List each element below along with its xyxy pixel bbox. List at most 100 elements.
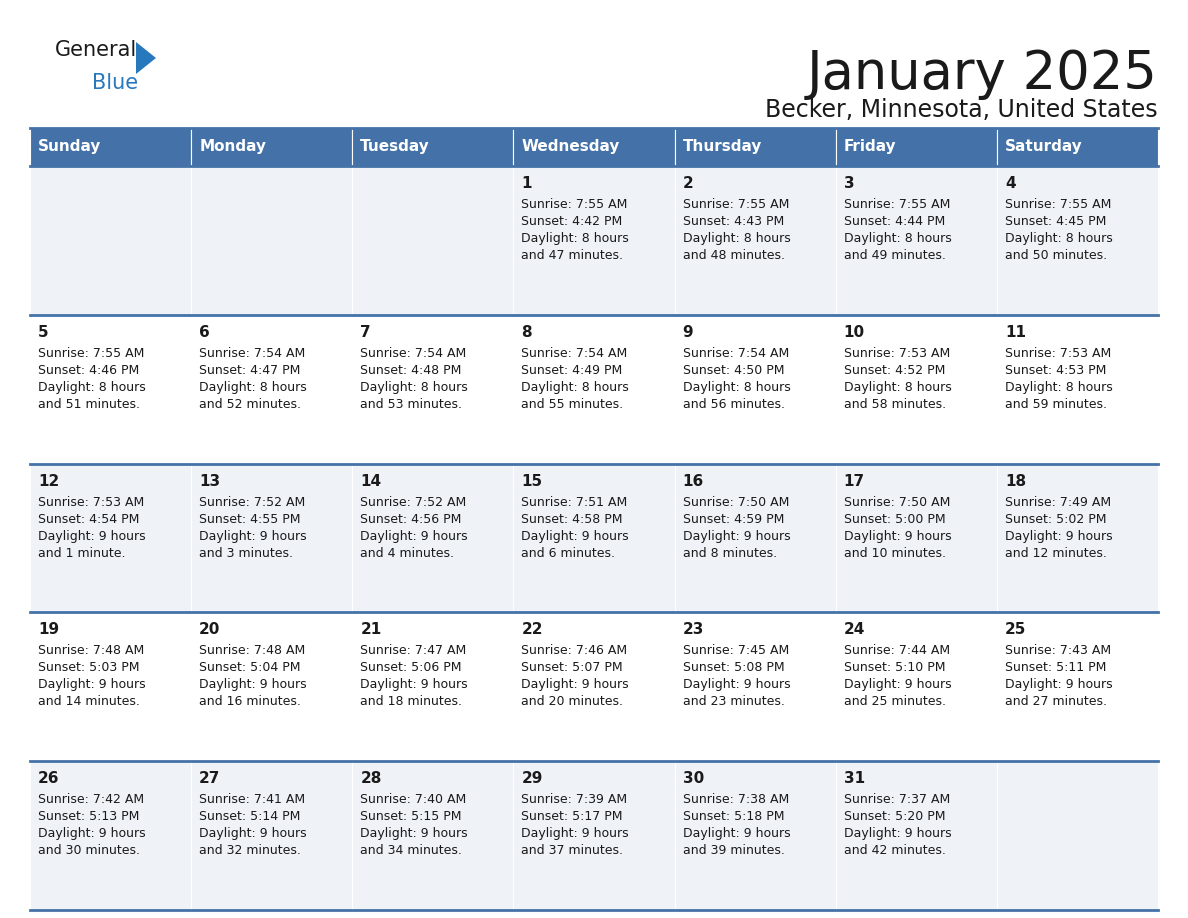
Text: Daylight: 9 hours: Daylight: 9 hours <box>1005 678 1112 691</box>
Text: Sunset: 5:04 PM: Sunset: 5:04 PM <box>200 661 301 675</box>
Text: Monday: Monday <box>200 140 266 154</box>
Text: Sunset: 4:46 PM: Sunset: 4:46 PM <box>38 364 139 376</box>
Text: and 4 minutes.: and 4 minutes. <box>360 546 454 560</box>
Text: and 14 minutes.: and 14 minutes. <box>38 696 140 709</box>
Text: and 58 minutes.: and 58 minutes. <box>843 397 946 410</box>
Text: Daylight: 9 hours: Daylight: 9 hours <box>360 530 468 543</box>
Text: and 50 minutes.: and 50 minutes. <box>1005 249 1107 262</box>
Text: and 56 minutes.: and 56 minutes. <box>683 397 784 410</box>
Text: Sunset: 5:14 PM: Sunset: 5:14 PM <box>200 811 301 823</box>
Text: and 30 minutes.: and 30 minutes. <box>38 845 140 857</box>
Text: 31: 31 <box>843 771 865 786</box>
Text: Saturday: Saturday <box>1005 140 1082 154</box>
Text: Sunrise: 7:53 AM: Sunrise: 7:53 AM <box>843 347 950 360</box>
Bar <box>30 128 191 166</box>
Text: 8: 8 <box>522 325 532 340</box>
Text: Daylight: 9 hours: Daylight: 9 hours <box>843 827 952 840</box>
Text: Sunset: 4:54 PM: Sunset: 4:54 PM <box>38 512 139 526</box>
Text: Sunrise: 7:40 AM: Sunrise: 7:40 AM <box>360 793 467 806</box>
Bar <box>353 128 513 166</box>
Text: Daylight: 9 hours: Daylight: 9 hours <box>522 678 630 691</box>
Bar <box>997 612 1158 761</box>
Text: 19: 19 <box>38 622 59 637</box>
Text: and 52 minutes.: and 52 minutes. <box>200 397 301 410</box>
Text: Sunset: 5:07 PM: Sunset: 5:07 PM <box>522 661 623 675</box>
Text: Daylight: 9 hours: Daylight: 9 hours <box>38 827 146 840</box>
Bar <box>353 464 513 612</box>
Text: Sunrise: 7:44 AM: Sunrise: 7:44 AM <box>843 644 950 657</box>
Text: Sunrise: 7:41 AM: Sunrise: 7:41 AM <box>200 793 305 806</box>
Text: 15: 15 <box>522 474 543 488</box>
Text: and 8 minutes.: and 8 minutes. <box>683 546 777 560</box>
Text: and 51 minutes.: and 51 minutes. <box>38 397 140 410</box>
Text: 20: 20 <box>200 622 221 637</box>
Text: Sunset: 4:50 PM: Sunset: 4:50 PM <box>683 364 784 376</box>
Text: Sunrise: 7:45 AM: Sunrise: 7:45 AM <box>683 644 789 657</box>
Bar <box>191 166 353 315</box>
Bar <box>835 315 997 464</box>
Text: Sunrise: 7:54 AM: Sunrise: 7:54 AM <box>683 347 789 360</box>
Text: and 1 minute.: and 1 minute. <box>38 546 126 560</box>
Text: General: General <box>55 40 138 60</box>
Text: Sunset: 4:58 PM: Sunset: 4:58 PM <box>522 512 623 526</box>
Bar <box>513 315 675 464</box>
Bar <box>191 464 353 612</box>
Bar <box>675 464 835 612</box>
Text: and 18 minutes.: and 18 minutes. <box>360 696 462 709</box>
Text: 3: 3 <box>843 176 854 191</box>
Bar <box>835 464 997 612</box>
Text: Sunset: 4:59 PM: Sunset: 4:59 PM <box>683 512 784 526</box>
Bar <box>675 761 835 910</box>
Text: Sunset: 5:06 PM: Sunset: 5:06 PM <box>360 661 462 675</box>
Text: Sunrise: 7:43 AM: Sunrise: 7:43 AM <box>1005 644 1111 657</box>
Text: 22: 22 <box>522 622 543 637</box>
Text: Sunrise: 7:48 AM: Sunrise: 7:48 AM <box>38 644 144 657</box>
Text: 28: 28 <box>360 771 381 786</box>
Text: Daylight: 9 hours: Daylight: 9 hours <box>843 678 952 691</box>
Text: 6: 6 <box>200 325 210 340</box>
Bar <box>835 166 997 315</box>
Text: Sunrise: 7:54 AM: Sunrise: 7:54 AM <box>200 347 305 360</box>
Text: and 16 minutes.: and 16 minutes. <box>200 696 301 709</box>
Bar <box>353 315 513 464</box>
Text: Sunset: 5:11 PM: Sunset: 5:11 PM <box>1005 661 1106 675</box>
Text: and 34 minutes.: and 34 minutes. <box>360 845 462 857</box>
Bar <box>30 166 191 315</box>
Bar <box>191 128 353 166</box>
Text: Daylight: 9 hours: Daylight: 9 hours <box>38 678 146 691</box>
Bar <box>30 315 191 464</box>
Text: Blue: Blue <box>91 73 138 93</box>
Text: 23: 23 <box>683 622 704 637</box>
Text: Sunrise: 7:37 AM: Sunrise: 7:37 AM <box>843 793 950 806</box>
Text: 2: 2 <box>683 176 694 191</box>
Text: 26: 26 <box>38 771 59 786</box>
Text: Daylight: 9 hours: Daylight: 9 hours <box>843 530 952 543</box>
Text: 1: 1 <box>522 176 532 191</box>
Text: Sunset: 5:08 PM: Sunset: 5:08 PM <box>683 661 784 675</box>
Text: Sunrise: 7:55 AM: Sunrise: 7:55 AM <box>522 198 627 211</box>
Text: January 2025: January 2025 <box>807 48 1158 100</box>
Text: Daylight: 8 hours: Daylight: 8 hours <box>522 381 630 394</box>
Text: 16: 16 <box>683 474 703 488</box>
Text: Sunrise: 7:54 AM: Sunrise: 7:54 AM <box>360 347 467 360</box>
Text: Daylight: 8 hours: Daylight: 8 hours <box>360 381 468 394</box>
Text: Daylight: 9 hours: Daylight: 9 hours <box>522 530 630 543</box>
Bar <box>513 761 675 910</box>
Text: Sunset: 5:13 PM: Sunset: 5:13 PM <box>38 811 139 823</box>
Text: and 39 minutes.: and 39 minutes. <box>683 845 784 857</box>
Text: Sunrise: 7:55 AM: Sunrise: 7:55 AM <box>843 198 950 211</box>
Text: Sunrise: 7:52 AM: Sunrise: 7:52 AM <box>360 496 467 509</box>
Text: Sunset: 5:15 PM: Sunset: 5:15 PM <box>360 811 462 823</box>
Text: Sunday: Sunday <box>38 140 101 154</box>
Text: Daylight: 9 hours: Daylight: 9 hours <box>1005 530 1112 543</box>
Text: Daylight: 9 hours: Daylight: 9 hours <box>522 827 630 840</box>
Text: Sunset: 5:03 PM: Sunset: 5:03 PM <box>38 661 139 675</box>
Text: Sunset: 4:49 PM: Sunset: 4:49 PM <box>522 364 623 376</box>
Bar <box>353 166 513 315</box>
Bar <box>30 761 191 910</box>
Text: Sunrise: 7:49 AM: Sunrise: 7:49 AM <box>1005 496 1111 509</box>
Polygon shape <box>135 42 156 74</box>
Text: 29: 29 <box>522 771 543 786</box>
Text: Sunset: 4:43 PM: Sunset: 4:43 PM <box>683 215 784 228</box>
Text: Daylight: 8 hours: Daylight: 8 hours <box>38 381 146 394</box>
